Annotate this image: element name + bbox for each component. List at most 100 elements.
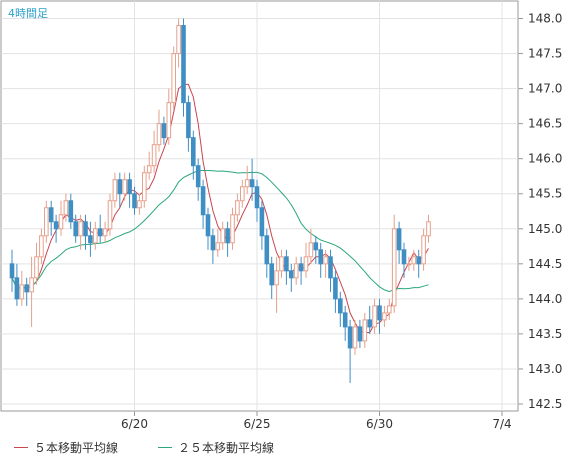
candle-body [58, 214, 64, 230]
x-tick-label: 6/25 [244, 417, 271, 431]
candle-body [303, 256, 309, 272]
candle [421, 228, 426, 271]
candle-body [29, 277, 34, 293]
candle [107, 193, 113, 236]
candle-body [372, 305, 377, 328]
candle [186, 95, 191, 152]
candle-body [367, 319, 372, 328]
candle-body [308, 242, 314, 258]
candle [142, 165, 147, 208]
candle [68, 193, 74, 229]
candle [333, 270, 338, 313]
candle-body [244, 179, 250, 188]
x-tick-label: 6/20 [121, 417, 148, 431]
candle [411, 249, 417, 271]
x-tick-label: 7/4 [492, 417, 511, 431]
candle [244, 165, 250, 194]
candle [357, 319, 363, 348]
candle-body [14, 277, 20, 300]
candle-body [328, 256, 333, 279]
candle-body [171, 53, 176, 104]
candle-body [406, 263, 412, 266]
candle [401, 242, 407, 278]
legend-swatch-ma25 [158, 446, 173, 448]
candle-body [274, 270, 279, 286]
candle [48, 200, 54, 236]
candle [303, 242, 309, 278]
candle [73, 214, 79, 243]
candle-body [259, 207, 265, 237]
candle [210, 228, 216, 264]
candle-body [293, 263, 299, 279]
candle-body [191, 137, 196, 167]
candle [391, 214, 397, 313]
candle [382, 305, 387, 327]
candle [372, 298, 377, 334]
candle [44, 200, 49, 243]
candle-body [166, 102, 172, 139]
candle-body [137, 200, 142, 209]
candle-body [387, 305, 392, 314]
candle-body [254, 186, 260, 209]
candle-body [39, 235, 44, 258]
candle [396, 221, 402, 264]
candle-body [318, 249, 323, 265]
candle-body [24, 284, 29, 293]
candle [289, 263, 294, 292]
candle [274, 256, 279, 313]
candles [9, 18, 431, 383]
candle [269, 256, 274, 299]
y-tick-label: 145.0 [528, 222, 562, 236]
y-tick-label: 145.5 [528, 187, 562, 201]
candle [117, 172, 123, 208]
candle [132, 186, 137, 215]
candle [78, 214, 83, 250]
candle [308, 228, 314, 264]
candle [225, 221, 230, 257]
candle [254, 179, 260, 222]
candle [215, 228, 221, 257]
candle-body [142, 172, 147, 202]
candle [53, 214, 59, 243]
candle-body [269, 263, 274, 286]
candle-body [382, 312, 387, 321]
legend-entry-ma25: ２５本移動平均線 [158, 439, 274, 456]
candle [151, 130, 157, 173]
candle-body [289, 270, 294, 279]
candle [426, 214, 431, 243]
candle [195, 158, 201, 201]
candle-body [9, 263, 15, 279]
y-tick-label: 147.0 [528, 82, 562, 96]
candle-body [362, 319, 368, 342]
candle [328, 249, 333, 292]
candle [259, 200, 265, 250]
candle [83, 214, 88, 250]
candle [240, 179, 245, 208]
x-tick-label: 6/30 [366, 417, 393, 431]
y-tick-label: 143.0 [528, 362, 562, 376]
candle-body [391, 228, 397, 307]
candle [249, 158, 255, 201]
candle-body [97, 228, 103, 237]
legend-entry-ma5: ５本移動平均線 [14, 439, 118, 456]
candle-body [200, 186, 206, 216]
y-tick-label: 148.0 [528, 12, 562, 26]
candle-body [151, 144, 157, 167]
candle-body [401, 249, 407, 265]
candle [161, 116, 167, 145]
candle [338, 291, 343, 327]
candle-body [377, 305, 382, 321]
candle [205, 207, 211, 250]
candle [122, 172, 128, 201]
candle [14, 263, 20, 306]
candle-body [333, 277, 338, 300]
candle [97, 214, 103, 243]
candle-body [34, 256, 39, 279]
candle-body [132, 193, 137, 209]
candle [387, 298, 392, 320]
candle-body [352, 326, 358, 349]
candle [298, 256, 304, 285]
candle-body [240, 186, 245, 202]
candle [362, 312, 368, 348]
